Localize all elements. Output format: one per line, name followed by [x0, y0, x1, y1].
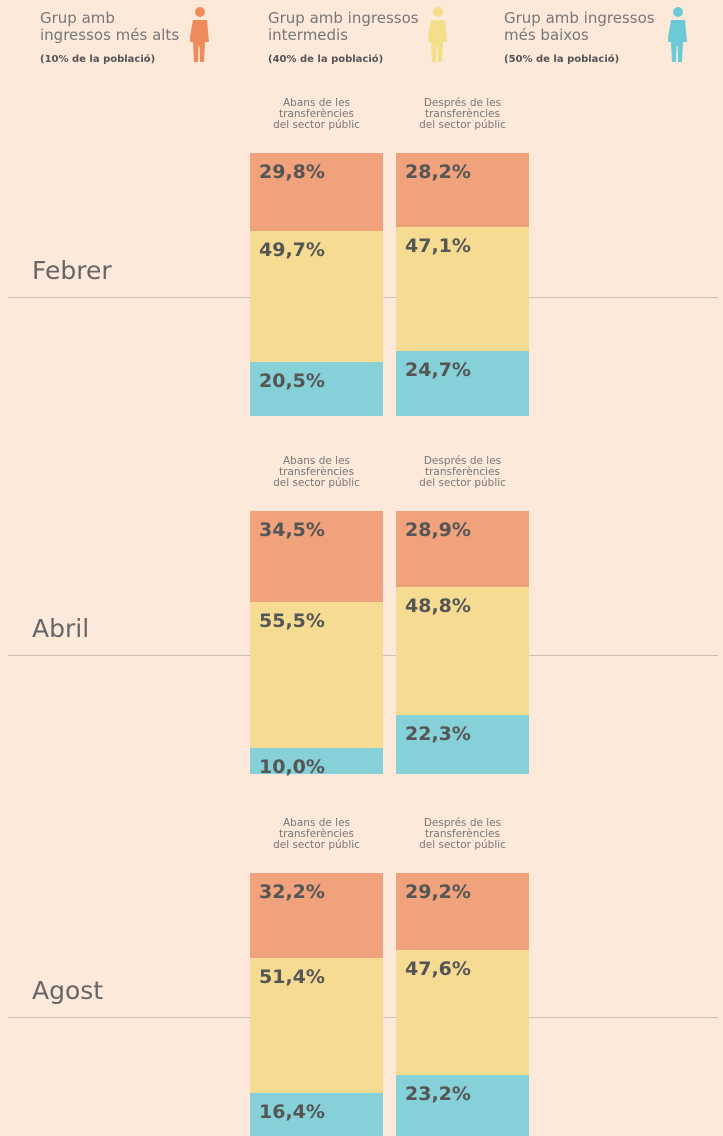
column-label: Abans de les transferències del sector p… — [250, 456, 383, 489]
value-label: 16,4% — [259, 1101, 325, 1123]
column-label: Després de les transferències del sector… — [396, 98, 529, 131]
legend-note: (40% de la població) — [268, 54, 383, 65]
value-label: 34,5% — [259, 519, 325, 541]
column-label: Abans de les transferències del sector p… — [250, 98, 383, 131]
value-label: 49,7% — [259, 239, 325, 261]
value-label: 47,1% — [405, 235, 471, 257]
month-label: Abril — [32, 614, 89, 643]
column-label: Abans de les transferències del sector p… — [250, 818, 383, 851]
value-label: 47,6% — [405, 958, 471, 980]
legend-note: (10% de la població) — [40, 54, 155, 65]
month-label: Agost — [32, 976, 103, 1005]
legend-name: Grup amb ingressos intermedis — [268, 10, 419, 44]
legend-icon — [668, 6, 688, 64]
column-label: Després de les transferències del sector… — [396, 818, 529, 851]
value-label: 48,8% — [405, 595, 471, 617]
value-label: 28,9% — [405, 519, 471, 541]
value-label: 29,2% — [405, 881, 471, 903]
value-label: 32,2% — [259, 881, 325, 903]
person-icon — [668, 6, 688, 64]
value-label: 23,2% — [405, 1083, 471, 1105]
column-label: Després de les transferències del sector… — [396, 456, 529, 489]
value-label: 55,5% — [259, 610, 325, 632]
legend-icon — [190, 6, 210, 64]
person-icon — [190, 6, 210, 64]
legend-name: Grup amb ingressos més baixos — [504, 10, 655, 44]
legend-note: (50% de la població) — [504, 54, 619, 65]
value-label: 24,7% — [405, 359, 471, 381]
value-label: 28,2% — [405, 161, 471, 183]
month-label: Febrer — [32, 256, 112, 285]
legend-icon — [428, 6, 448, 64]
legend-name: Grup amb ingressos més alts — [40, 10, 179, 44]
value-label: 10,0% — [259, 756, 325, 778]
person-icon — [428, 6, 448, 64]
value-label: 51,4% — [259, 966, 325, 988]
page: Grup amb ingressos més alts (10% de la po… — [0, 0, 723, 1131]
value-label: 20,5% — [259, 370, 325, 392]
value-label: 22,3% — [405, 723, 471, 745]
value-label: 29,8% — [259, 161, 325, 183]
